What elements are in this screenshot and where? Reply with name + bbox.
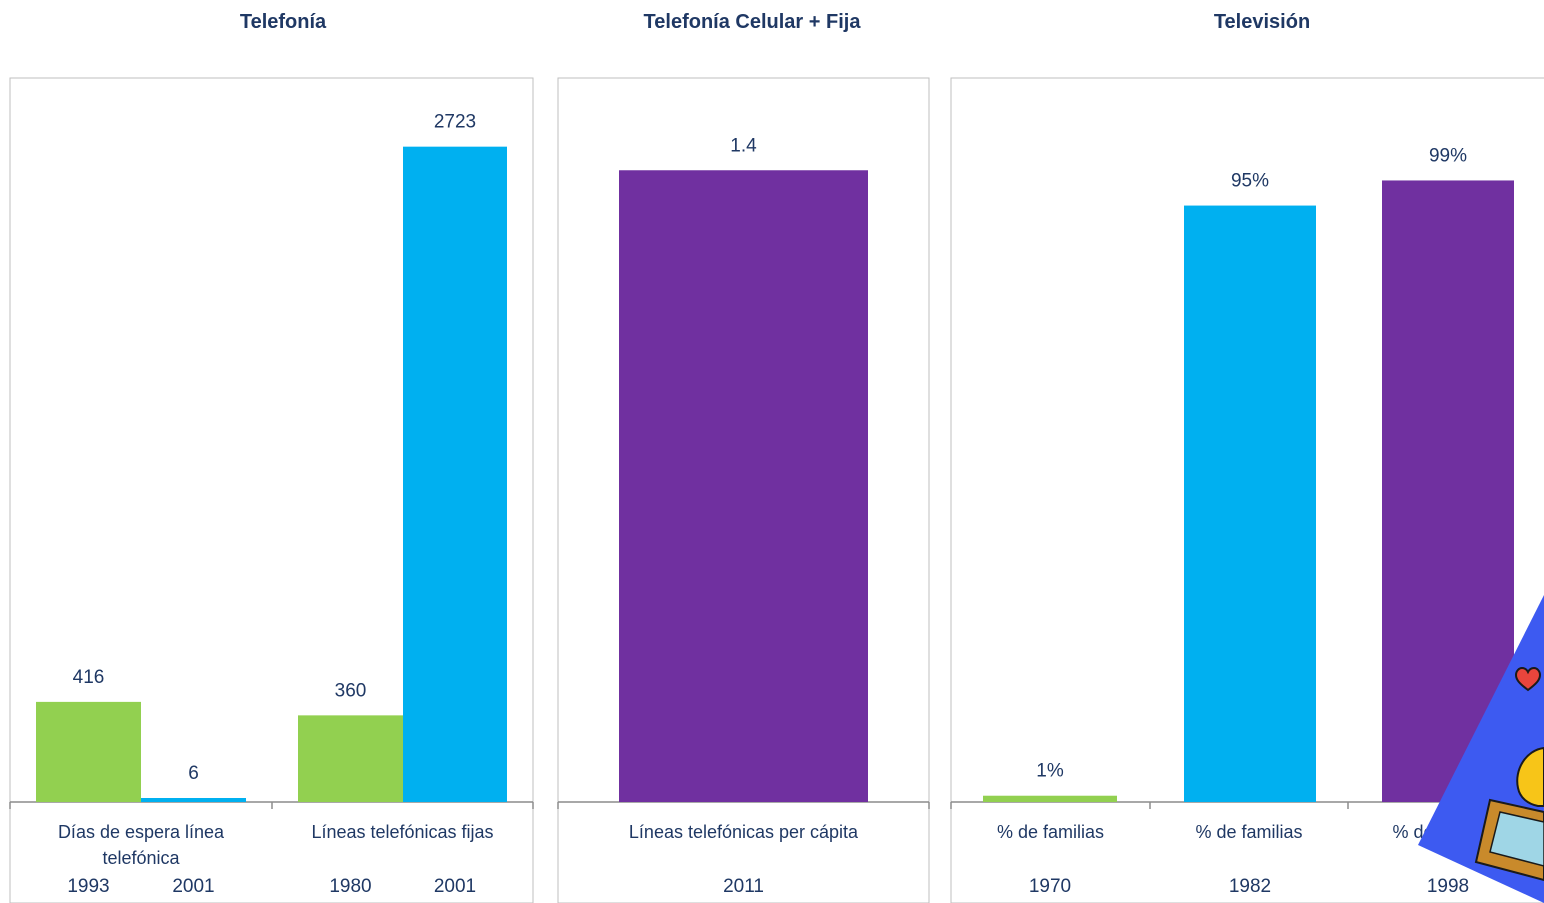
data-label: 6 — [188, 763, 199, 784]
data-label: 360 — [335, 680, 367, 701]
bar — [403, 146, 507, 802]
data-label: 2723 — [434, 112, 476, 133]
data-label: 416 — [73, 667, 105, 688]
bar — [1184, 205, 1316, 803]
data-label: 1% — [1036, 761, 1064, 782]
chart-telefonia-celular-fija: 1.4 2011 Líneas telefónicas per cápita — [557, 135, 930, 897]
bar — [141, 798, 246, 802]
category-label: Líneas telefónicas fijas — [311, 822, 493, 842]
category-label: Líneas telefónicas per cápita — [629, 822, 859, 842]
duck-icon — [1516, 746, 1544, 807]
bar — [298, 715, 403, 802]
plot-frame-telefonia — [9, 77, 534, 903]
category-label: % de familias — [1195, 822, 1302, 842]
bar — [983, 795, 1117, 802]
category-label: telefónica — [102, 848, 180, 868]
chart-title-telefonia-celular-fija: Telefonía Celular + Fija — [644, 11, 862, 33]
year-label: 2011 — [723, 876, 764, 897]
year-label: 1998 — [1427, 876, 1469, 897]
sticker-decoration — [1418, 595, 1544, 903]
year-label: 1970 — [1029, 876, 1071, 897]
heart-icon — [1514, 666, 1542, 692]
chart-title-television: Televisión — [1214, 11, 1310, 33]
plot-frame-telefonia-celular-fija — [557, 77, 930, 903]
chart-telefonia: 416 1993 6 2001 Días de espera línea telefóni… — [9, 112, 534, 897]
category-label: % de familias — [997, 822, 1104, 842]
year-label: 2001 — [434, 876, 476, 897]
category-label: Días de espera línea — [58, 822, 225, 842]
year-label: 1982 — [1229, 876, 1271, 897]
data-label: 99% — [1429, 145, 1467, 166]
year-label: 1980 — [329, 876, 371, 897]
data-label: 95% — [1231, 171, 1269, 192]
bar — [619, 170, 868, 802]
chart-television: 1% 1970 % de familias 95% 1982 % de familias 9… — [950, 145, 1544, 897]
plot-frame-television — [950, 77, 1544, 903]
chart-title-telefonia: Telefonía — [240, 11, 327, 33]
bar — [36, 701, 141, 802]
year-label: 1993 — [67, 876, 109, 897]
year-label: 2001 — [172, 876, 214, 897]
data-label: 1.4 — [730, 135, 757, 156]
